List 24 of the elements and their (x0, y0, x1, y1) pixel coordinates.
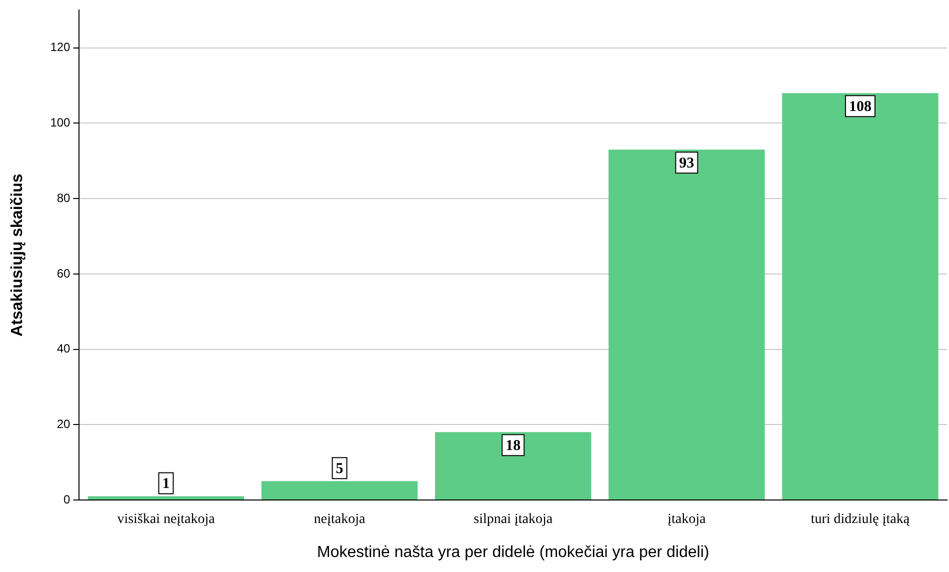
x-tick-label: neįtakoja (314, 512, 366, 528)
bar (608, 150, 765, 500)
y-tick-label: 60 (56, 266, 71, 280)
y-tick-label: 0 (64, 492, 71, 506)
x-tick-label: silpnai įtakoja (474, 512, 554, 528)
data-label: 18 (506, 438, 521, 454)
x-axis-title: Mokestinė našta yra per didelė (mokečiai yra per dideli) (317, 544, 710, 561)
bar (88, 496, 244, 500)
bar (782, 93, 938, 500)
x-tick-label: turi didziulę įtaką (810, 512, 910, 528)
y-tick-label: 40 (56, 342, 71, 356)
x-tick-label: visiškai neįtakoja (117, 512, 216, 528)
data-label: 1 (162, 476, 170, 492)
y-tick-label: 100 (50, 116, 71, 130)
data-label: 5 (336, 461, 344, 478)
bar (261, 481, 418, 500)
y-tick-label: 80 (56, 190, 71, 205)
data-label: 93 (679, 155, 694, 172)
bar (435, 432, 592, 500)
y-tick-label: 20 (56, 416, 71, 431)
y-axis-title: Atsakiusiųjų skaičius (9, 174, 26, 336)
y-tick-label: 120 (50, 40, 71, 54)
data-label: 108 (848, 98, 872, 115)
x-tick-label: įtakoja (668, 512, 706, 528)
